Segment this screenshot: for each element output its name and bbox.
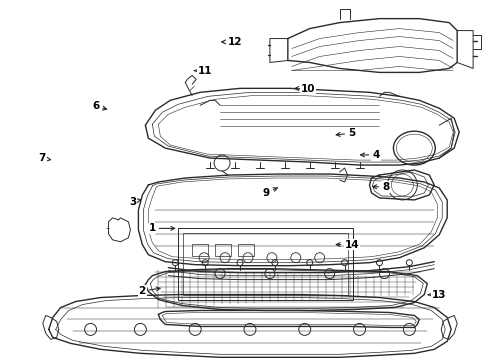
Text: 7: 7 — [39, 153, 50, 163]
Text: 14: 14 — [336, 239, 358, 249]
Text: 13: 13 — [427, 290, 446, 300]
Text: 8: 8 — [372, 182, 388, 192]
Text: 5: 5 — [335, 129, 355, 138]
Text: 11: 11 — [194, 66, 212, 76]
Bar — [215, 244, 230, 256]
Text: 12: 12 — [221, 37, 242, 47]
Text: 4: 4 — [360, 150, 379, 160]
Bar — [192, 244, 208, 256]
Text: 3: 3 — [128, 197, 141, 207]
Text: 2: 2 — [138, 286, 160, 296]
Bar — [178, 228, 352, 300]
Bar — [183, 233, 347, 294]
Text: 1: 1 — [148, 224, 174, 233]
Bar — [238, 244, 253, 256]
Text: 10: 10 — [294, 84, 314, 94]
Text: 9: 9 — [263, 188, 277, 198]
Text: 6: 6 — [92, 102, 106, 112]
